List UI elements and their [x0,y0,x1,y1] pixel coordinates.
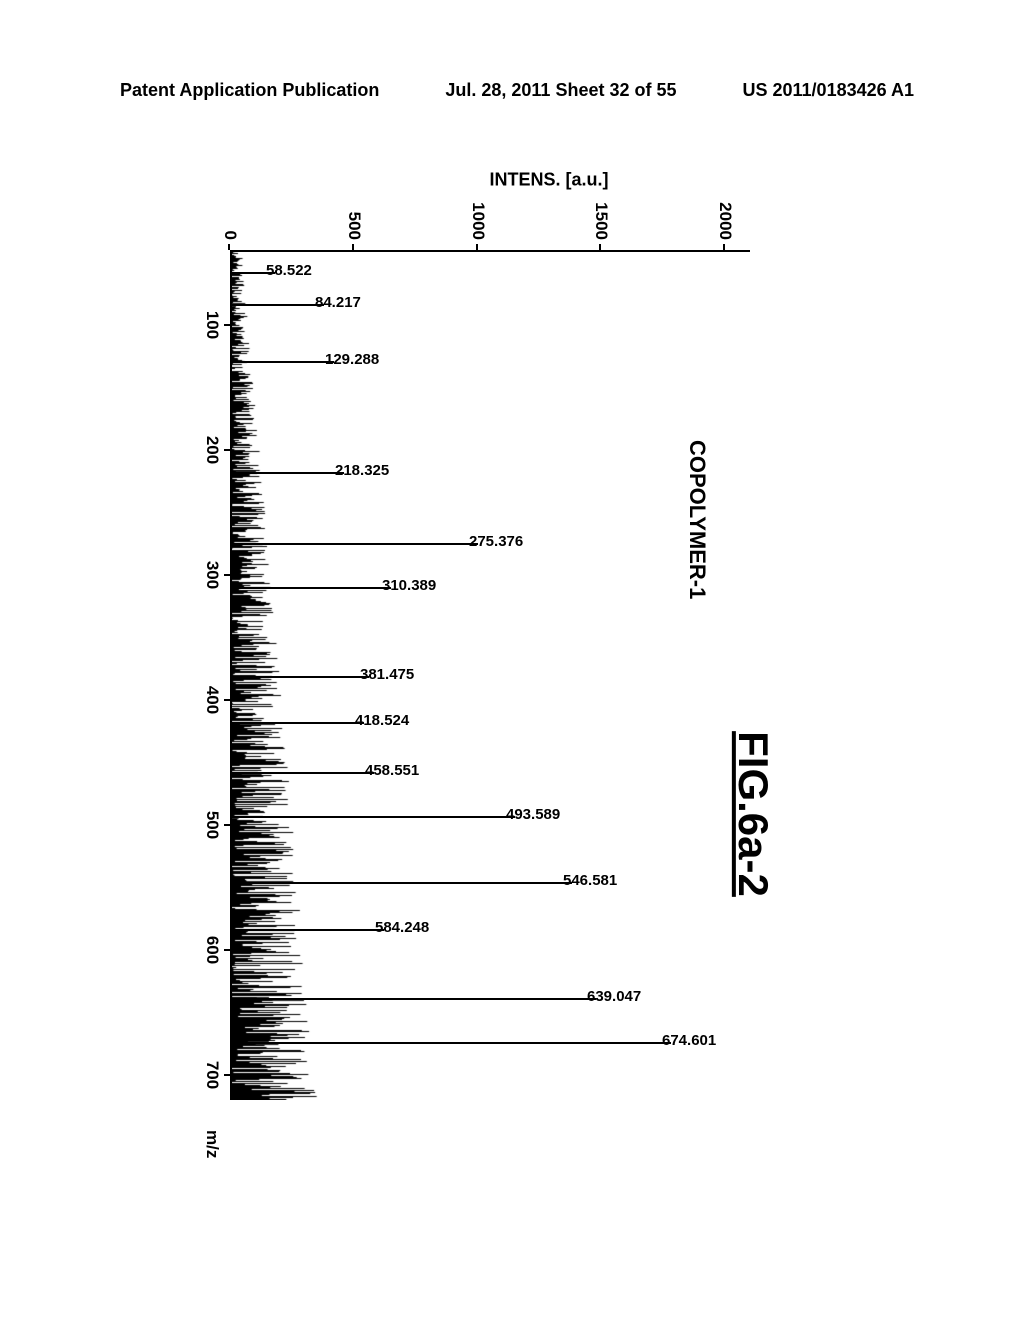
x-tick-label: 200 [202,436,222,464]
peak-line [230,304,324,306]
y-tick-mark [352,244,354,250]
x-tick-label: 300 [202,561,222,589]
x-tick-label: 600 [202,936,222,964]
peak-label: 310.389 [382,577,436,594]
chart-inner: COPOLYMER-1 INTENS. [a.u.] 0500100015002… [140,160,780,1160]
peak-label: 458.551 [365,762,419,779]
y-tick-label: 0 [220,190,240,240]
x-tick-mark [224,949,230,951]
peak-line [230,472,344,474]
header-center: Jul. 28, 2011 Sheet 32 of 55 [445,80,676,101]
peak-line [230,998,596,1000]
x-tick-label: 100 [202,311,222,339]
peak-label: 418.524 [355,712,409,729]
x-tick-mark [224,1074,230,1076]
x-axis-units: m/z [202,1130,222,1158]
peak-label: 58.522 [266,262,312,279]
peak-line [230,676,369,678]
page-header: Patent Application Publication Jul. 28, … [0,80,1024,101]
x-tick-mark [224,699,230,701]
y-tick-mark [228,244,230,250]
header-left: Patent Application Publication [120,80,379,101]
peak-label: 584.248 [375,919,429,936]
x-tick-label: 500 [202,811,222,839]
peak-line [230,882,572,884]
y-axis-label: INTENS. [a.u.] [490,170,609,191]
peak-label: 546.581 [563,872,617,889]
x-tick-mark [224,449,230,451]
peak-label: 275.376 [469,533,523,550]
header-right: US 2011/0183426 A1 [743,80,914,101]
peak-label: 493.589 [506,806,560,823]
peak-line [230,1042,671,1044]
peak-line [230,361,334,363]
peak-label: 218.325 [335,462,389,479]
y-tick-mark [476,244,478,250]
peak-line [230,772,374,774]
figure-label: FIG.6a-2 [729,731,777,897]
peak-label: 84.217 [315,294,361,311]
y-tick-mark [599,244,601,250]
x-tick-label: 400 [202,686,222,714]
x-tick-mark [224,324,230,326]
y-tick-label: 500 [344,190,364,240]
x-tick-mark [224,824,230,826]
y-tick-mark [723,244,725,250]
y-tick-label: 1500 [591,190,611,240]
y-tick-label: 1000 [468,190,488,240]
peak-label: 129.288 [325,351,379,368]
peak-line [230,816,515,818]
peak-label: 381.475 [360,666,414,683]
peak-line [230,543,478,545]
x-tick-label: 700 [202,1061,222,1089]
x-tick-mark [224,574,230,576]
peak-label: 674.601 [662,1032,716,1049]
peak-label: 639.047 [587,988,641,1005]
peak-line [230,587,391,589]
peak-line [230,929,384,931]
peak-line [230,722,364,724]
spectrum-chart: COPOLYMER-1 INTENS. [a.u.] 0500100015002… [0,340,960,980]
y-tick-label: 2000 [715,190,735,240]
